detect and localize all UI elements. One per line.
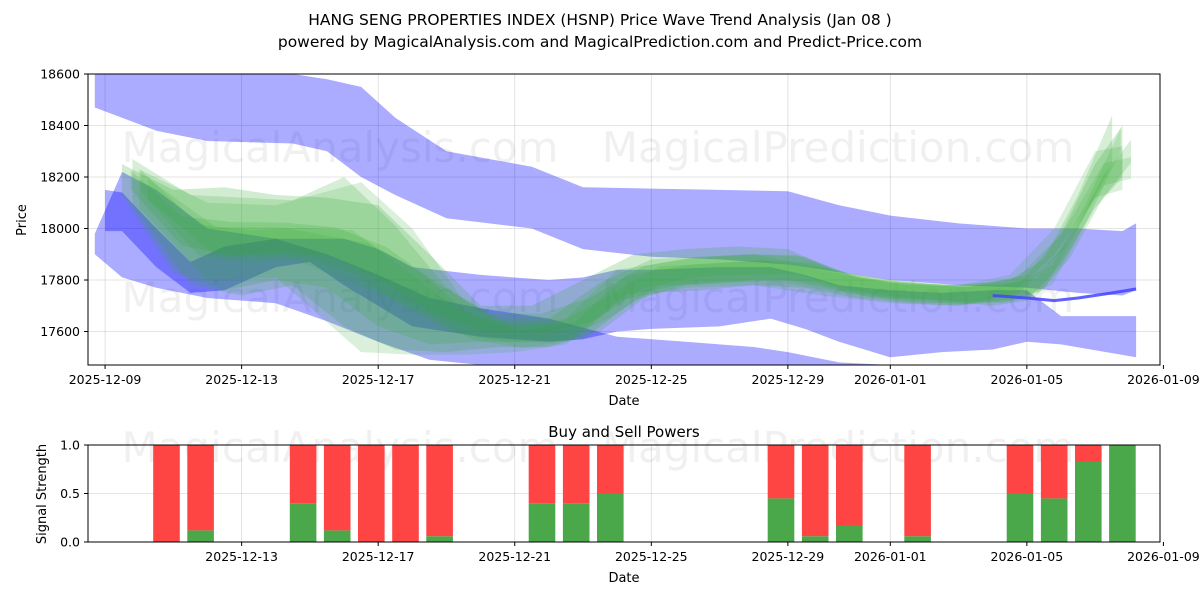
price-x-tick-label: 2025-12-25 — [615, 372, 688, 387]
blue-wave-band — [105, 189, 1137, 358]
sell-power-bar — [904, 445, 931, 537]
green-wave-strand — [130, 139, 1131, 334]
buy-power-bar — [289, 503, 317, 542]
signal-x-tick-label: 2025-12-21 — [478, 549, 551, 564]
buy-power-bar — [1006, 493, 1034, 542]
signal-y-ticks: 0.0 0.5 1.0 — [60, 438, 88, 550]
sell-power-bar — [323, 445, 351, 531]
sell-power-bar — [153, 445, 180, 542]
signal-title: Buy and Sell Powers — [548, 423, 700, 441]
blue-wave-band — [94, 74, 1137, 296]
price-lines — [992, 287, 1137, 303]
price-y-axis-label: Price — [15, 204, 30, 236]
price-x-axis-label: Date — [608, 394, 639, 409]
watermark-prediction-mid: MagicalPrediction.com — [602, 273, 1075, 322]
wave-trend-line — [992, 287, 1137, 303]
price-watermarks: MagicalAnalysis.com MagicalPrediction.co… — [122, 123, 1075, 322]
green-wave-band — [139, 146, 1123, 355]
price-x-tick-label: 2025-12-13 — [205, 372, 278, 387]
price-y-tick-label: 18400 — [40, 118, 80, 133]
buy-power-bar — [767, 498, 795, 542]
buy-power-bar — [801, 536, 829, 542]
price-bands — [94, 74, 1137, 365]
buy-power-bar — [426, 536, 453, 542]
sell-power-bar — [597, 445, 624, 494]
signal-y-tick-label: 0.5 — [60, 486, 80, 501]
signal-x-tick-label: 2026-01-05 — [991, 549, 1064, 564]
sell-power-bar — [836, 445, 863, 526]
watermark-prediction-top: MagicalPrediction.com — [602, 123, 1075, 172]
price-x-tick-label: 2025-12-17 — [342, 372, 415, 387]
sell-power-bar — [1040, 445, 1068, 499]
price-x-ticks: 2025-12-09 2025-12-13 2025-12-17 2025-12-21… — [69, 365, 1200, 387]
sell-power-bar — [1075, 445, 1102, 462]
signal-x-tick-label: 2025-12-29 — [752, 549, 825, 564]
signal-panel: Buy and Sell Powers MagicalAnalysis.com … — [35, 423, 1200, 586]
signal-x-tick-label: 2026-01-09 — [1127, 549, 1200, 564]
signal-y-tick-label: 1.0 — [60, 438, 80, 453]
buy-power-bar — [1109, 445, 1136, 542]
signal-x-tick-label: 2025-12-25 — [615, 549, 688, 564]
green-wave-strand — [140, 128, 1121, 343]
price-y-ticks: 17600 17800 18000 18200 18400 18600 — [40, 67, 88, 339]
price-x-tick-label: 2026-01-09 — [1127, 372, 1200, 387]
signal-x-tick-label: 2026-01-01 — [854, 549, 927, 564]
sell-power-bar — [1006, 445, 1034, 494]
price-y-tick-label: 18200 — [40, 170, 80, 185]
green-wave-band — [122, 125, 1123, 345]
price-x-tick-label: 2025-12-29 — [752, 372, 825, 387]
buy-power-bar — [597, 493, 624, 542]
price-x-tick-label: 2026-01-05 — [991, 372, 1064, 387]
buy-power-bar — [187, 530, 214, 542]
signal-y-tick-label: 0.0 — [60, 535, 80, 550]
green-wave-strand — [147, 157, 1131, 349]
price-y-tick-label: 17600 — [40, 324, 80, 339]
buy-power-bar — [323, 530, 351, 542]
sell-power-bar — [426, 445, 453, 537]
buy-power-bar — [1040, 498, 1068, 542]
buy-power-bar — [836, 525, 863, 542]
signal-y-axis-label: Signal Strength — [35, 444, 50, 544]
price-panel: MagicalAnalysis.com MagicalPrediction.co… — [15, 67, 1200, 410]
watermark-analysis-top: MagicalAnalysis.com — [122, 123, 559, 172]
buy-power-bar — [1075, 461, 1102, 542]
chart-title: HANG SENG PROPERTIES INDEX (HSNP) Price … — [308, 11, 891, 29]
price-x-tick-label: 2025-12-09 — [69, 372, 142, 387]
signal-x-tick-label: 2025-12-13 — [205, 549, 278, 564]
signal-x-tick-label: 2025-12-17 — [342, 549, 415, 564]
price-x-tick-label: 2026-01-01 — [854, 372, 927, 387]
price-y-tick-label: 18000 — [40, 221, 80, 236]
buy-power-bar — [904, 536, 931, 542]
green-wave-band — [132, 115, 1113, 353]
buy-power-bar — [528, 503, 556, 542]
chart-subtitle: powered by MagicalAnalysis.com and Magic… — [278, 33, 922, 51]
sell-power-bar — [392, 445, 419, 542]
price-x-tick-label: 2025-12-21 — [478, 372, 551, 387]
sell-power-bar — [289, 445, 317, 504]
sell-power-bar — [528, 445, 556, 504]
sell-power-bar — [358, 445, 385, 542]
buy-power-bar — [562, 503, 590, 542]
price-y-tick-label: 18600 — [40, 67, 80, 82]
sell-power-bar — [562, 445, 590, 504]
blue-wave-band — [94, 171, 1137, 365]
signal-bars — [153, 445, 1136, 542]
sell-power-bar — [801, 445, 829, 537]
sell-power-bar — [187, 445, 214, 531]
price-y-tick-label: 17800 — [40, 273, 80, 288]
signal-x-ticks: 2025-12-13 2025-12-17 2025-12-21 2025-12-25… — [205, 542, 1200, 564]
price-plot-frame — [87, 73, 1161, 366]
signal-x-axis-label: Date — [608, 571, 639, 586]
sell-power-bar — [767, 445, 795, 499]
watermark-analysis-mid: MagicalAnalysis.com — [122, 273, 559, 322]
